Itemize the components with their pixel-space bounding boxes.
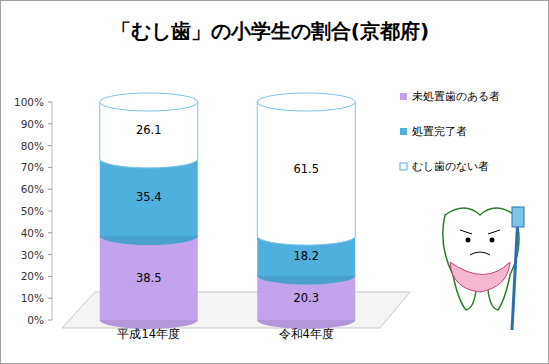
cylinder-top <box>257 93 355 111</box>
tooth <box>443 208 519 310</box>
legend-swatch <box>400 163 407 170</box>
brush-head <box>512 207 524 227</box>
y-tick <box>48 232 52 233</box>
brow <box>488 230 500 234</box>
cylinder-segment <box>257 93 355 245</box>
cylinder-edge <box>355 102 356 236</box>
mascot <box>443 207 524 330</box>
y-tick <box>48 276 52 277</box>
legend-label: むし歯のない者 <box>412 160 489 173</box>
frame <box>1 1 549 364</box>
eye <box>466 238 471 243</box>
eye <box>490 238 495 243</box>
chart-container: 「むし歯」の小学生の割合(京都府) 0% 10% 20% 30% 40% 50% 60% 70%… <box>0 0 549 364</box>
data-label: 18.2 <box>293 249 319 263</box>
y-tick-label: 60% <box>21 183 44 195</box>
y-tick-label: 0% <box>27 314 44 326</box>
y-tick <box>48 189 52 190</box>
legend-label: 未処置歯のある者 <box>412 90 500 103</box>
mouth <box>470 252 490 255</box>
cylinder-edge <box>99 102 100 159</box>
cylinder-edge <box>257 102 258 236</box>
legend-swatch <box>400 128 407 135</box>
y-tick-label: 40% <box>21 227 44 239</box>
y-tick-label: 90% <box>21 118 44 130</box>
y-tick-label: 70% <box>21 161 44 173</box>
title: 「むし歯」の小学生の割合(京都府) <box>111 19 429 43</box>
gum <box>450 262 510 292</box>
toothbrush <box>512 215 518 330</box>
data-label: 61.5 <box>293 162 319 176</box>
data-label: 20.3 <box>293 291 319 305</box>
cylinder-segment <box>100 93 198 168</box>
cylinder-top <box>100 93 198 111</box>
x-tick-label: 令和4年度 <box>279 327 334 341</box>
data-labels: 38.5 35.4 26.1 20.3 18.2 61.5 <box>136 123 319 304</box>
bar-segment <box>100 159 198 236</box>
data-label: 26.1 <box>136 123 162 137</box>
bars <box>100 93 356 329</box>
y-tick <box>48 320 52 321</box>
legend: 未処置歯のある者処置完了者むし歯のない者 <box>400 90 500 173</box>
y-tick <box>48 254 52 255</box>
y-tick <box>48 123 52 124</box>
chart: 「むし歯」の小学生の割合(京都府) 0% 10% 20% 30% 40% 50% 60% 70%… <box>0 0 549 364</box>
y-tick-label: 100% <box>14 96 44 108</box>
y-tick <box>48 211 52 212</box>
y-tick-label: 10% <box>21 292 44 304</box>
cylinder-segment <box>257 267 355 329</box>
bar-segment <box>257 102 355 236</box>
y-tick <box>48 145 52 146</box>
y-tick <box>48 167 52 168</box>
legend-swatch <box>400 93 407 100</box>
cylinder-segment <box>100 227 198 329</box>
y-tick-label: 30% <box>21 249 44 261</box>
legend-label: 処置完了者 <box>412 125 467 138</box>
cylinder-edge <box>197 102 198 159</box>
y-tick-label: 80% <box>21 140 44 152</box>
y-tick <box>48 102 52 103</box>
data-label: 38.5 <box>136 271 162 285</box>
y-tick <box>48 298 52 299</box>
y-tick-label: 20% <box>21 270 44 282</box>
cylinder-segment <box>100 150 198 245</box>
x-tick-label: 平成14年度 <box>117 327 180 341</box>
brow <box>460 230 472 234</box>
bar-segment <box>100 236 198 320</box>
y-tick-label: 50% <box>21 205 44 217</box>
data-label: 35.4 <box>136 190 162 204</box>
